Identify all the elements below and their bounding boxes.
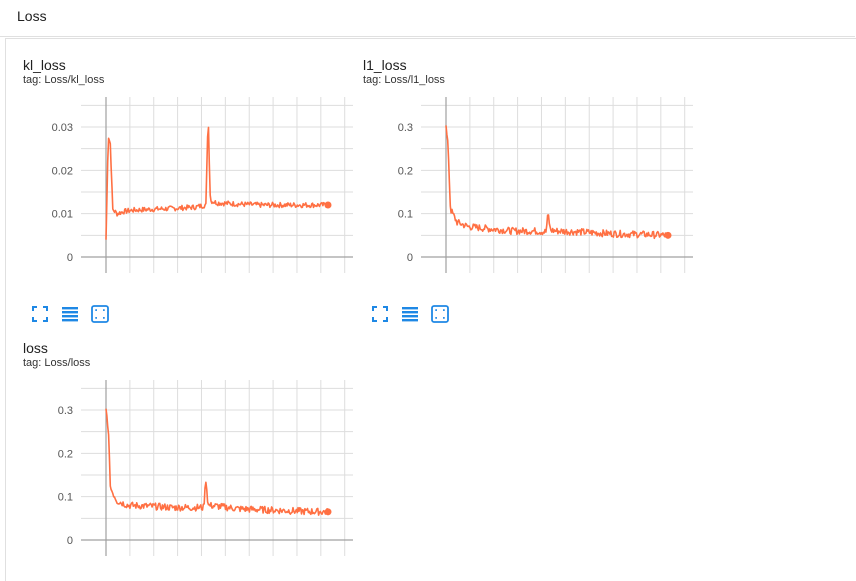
y-tick-label: 0 xyxy=(407,252,413,264)
fit-domain-icon[interactable] xyxy=(431,305,449,323)
chart-panel xyxy=(5,38,856,581)
y-tick-label: 0.2 xyxy=(58,448,73,460)
fullscreen-icon[interactable] xyxy=(371,305,389,323)
y-tick-label: 0.3 xyxy=(398,122,413,134)
y-tick-label: 0.3 xyxy=(58,405,73,417)
y-tick-label: 0 xyxy=(67,535,73,547)
series-line[interactable] xyxy=(105,126,329,240)
series-end-point[interactable] xyxy=(664,231,672,239)
fit-domain-icon[interactable] xyxy=(91,305,109,323)
chart-title: loss xyxy=(23,340,48,356)
series-line[interactable] xyxy=(105,408,329,516)
chart-tag: tag: Loss/l1_loss xyxy=(363,74,445,86)
y-tick-label: 0.03 xyxy=(52,122,73,134)
series-end-point[interactable] xyxy=(324,201,332,209)
chart-svg[interactable]: 0 0.1 0.2 0.3 xyxy=(23,370,358,580)
chart-svg[interactable]: 0 0.01 0.02 0.03 xyxy=(23,87,358,287)
chart-tag: tag: Loss/loss xyxy=(23,357,91,369)
data-table-icon[interactable] xyxy=(61,305,79,323)
series-end-point[interactable] xyxy=(324,508,332,516)
chart-title: l1_loss xyxy=(363,57,407,73)
chart-tag: tag: Loss/kl_loss xyxy=(23,74,105,86)
data-table-icon[interactable] xyxy=(401,305,419,323)
y-tick-label: 0.2 xyxy=(398,165,413,177)
y-tick-label: 0.02 xyxy=(52,165,73,177)
y-tick-label: 0.1 xyxy=(58,492,73,504)
fullscreen-icon[interactable] xyxy=(31,305,49,323)
chart-title: kl_loss xyxy=(23,57,66,73)
section-title: Loss xyxy=(17,8,47,24)
y-tick-label: 0.01 xyxy=(52,209,73,221)
y-tick-label: 0.1 xyxy=(398,209,413,221)
chart-svg[interactable]: 0 0.1 0.2 0.3 xyxy=(363,87,698,287)
section-header[interactable]: Loss xyxy=(0,0,855,37)
y-tick-label: 0 xyxy=(67,252,73,264)
series-line[interactable] xyxy=(445,125,669,240)
